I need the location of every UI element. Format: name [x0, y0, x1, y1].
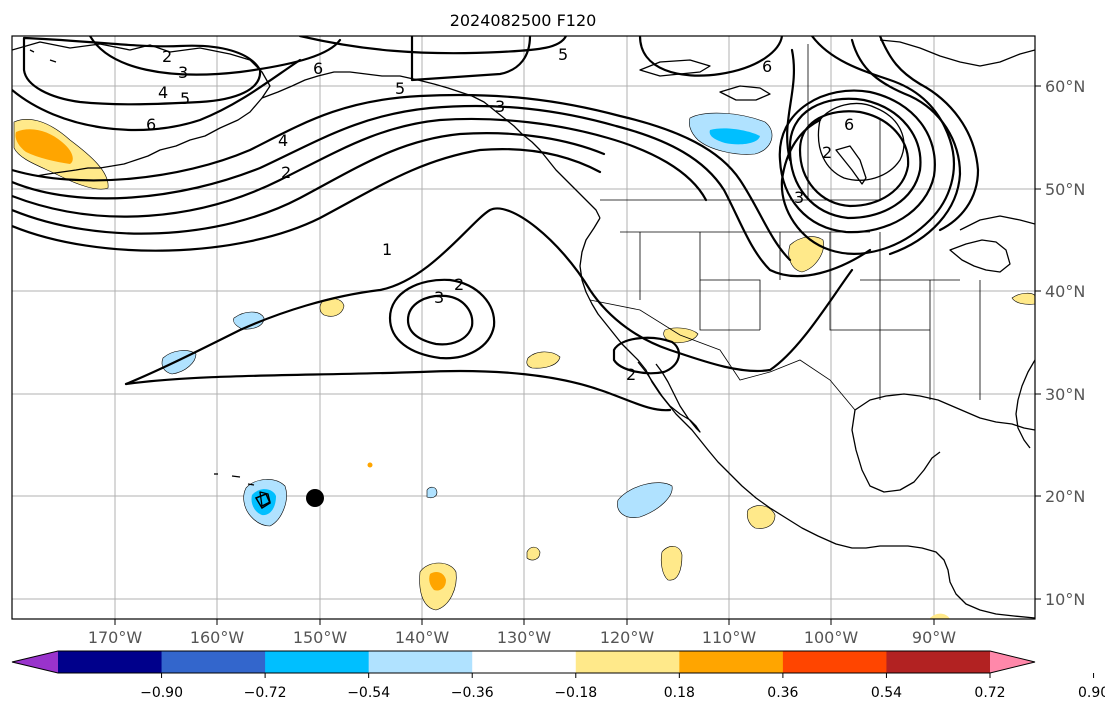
colorbar-tick-label: −0.54: [347, 685, 390, 701]
contour-label: 2: [281, 163, 291, 182]
contour-label: 5: [395, 79, 405, 98]
contour-label: 6: [844, 115, 854, 134]
longitude-axis: 170°W 160°W 150°W 140°W 130°W 120°W 110°…: [88, 619, 956, 647]
map-title: 2024082500 F120: [450, 11, 597, 30]
lon-label: 130°W: [497, 628, 552, 647]
colorbar-tick-label: −0.18: [554, 685, 597, 701]
contour-label: 5: [558, 45, 568, 64]
lon-label: 170°W: [88, 628, 143, 647]
lat-label: 30°N: [1045, 385, 1085, 404]
colorbar: −0.90 −0.72 −0.54 −0.36 −0.18 0.18 0.36 0.54 0.7…: [11, 650, 1105, 701]
coastlines: [12, 39, 1035, 619]
contour-label: 3: [495, 97, 505, 116]
lon-label: 140°W: [395, 628, 450, 647]
lon-label: 150°W: [293, 628, 348, 647]
colorbar-tick-label: 0.54: [871, 685, 902, 701]
contour-label: 2: [454, 275, 464, 294]
storm-marker: [306, 489, 324, 507]
map-area: 2 3 4 5 6 5 3 5 6 6 4 2 6 1 3 2 3 2 2: [12, 36, 1035, 619]
colorbar-tick-label: 0.36: [767, 685, 798, 701]
lon-label: 100°W: [804, 628, 859, 647]
colorbar-swatch: [368, 651, 473, 673]
colorbar-swatch: [679, 651, 784, 673]
colorbar-outline: [11, 650, 1036, 674]
contour-label: 2: [162, 47, 172, 66]
graticule: [12, 36, 1035, 619]
contour-label: 5: [180, 89, 190, 108]
colorbar-swatch: [886, 651, 991, 673]
colorbar-swatch: [58, 651, 163, 673]
colorbar-tick-label: −0.90: [140, 685, 183, 701]
contour-label: 6: [313, 59, 323, 78]
lat-label: 50°N: [1045, 180, 1085, 199]
colorbar-tick-label: 0.72: [974, 685, 1005, 701]
contour-label: 2: [626, 365, 636, 384]
lon-label: 110°W: [702, 628, 757, 647]
colorbar-extend-high: [990, 651, 1035, 673]
lat-label: 40°N: [1045, 282, 1085, 301]
lat-label: 10°N: [1045, 590, 1085, 609]
lon-label: 120°W: [600, 628, 655, 647]
colorbar-extend-low: [12, 651, 58, 673]
latitude-axis: 60°N 50°N 40°N 30°N 20°N 10°N: [1035, 77, 1085, 609]
colorbar-swatch: [265, 651, 370, 673]
anomaly-fills: [13, 112, 1035, 619]
colorbar-swatches: [12, 651, 1035, 673]
colorbar-tick-label: −0.36: [451, 685, 494, 701]
contour-label: 3: [178, 63, 188, 82]
colorbar-tick-label: −0.72: [244, 685, 287, 701]
colorbar-swatch: [782, 651, 887, 673]
lat-label: 20°N: [1045, 487, 1085, 506]
colorbar-swatch: [161, 651, 266, 673]
contour-label: 3: [434, 288, 444, 307]
colorbar-swatch: [472, 651, 577, 673]
contour-labels: 2 3 4 5 6 5 3 5 6 6 4 2 6 1 3 2 3 2 2: [146, 45, 854, 384]
contour-label: 6: [146, 115, 156, 134]
colorbar-ticks: −0.90 −0.72 −0.54 −0.36 −0.18 0.18 0.36 0.54 0.7…: [140, 673, 1105, 701]
contour-label: 6: [762, 57, 772, 76]
contour-label: 4: [158, 83, 168, 102]
lon-label: 160°W: [190, 628, 245, 647]
contour-2: [22, 36, 262, 106]
contour-label: 4: [278, 131, 288, 150]
lon-label: 90°W: [912, 628, 956, 647]
height-contours: [12, 36, 980, 412]
colorbar-tick-label: 0.90: [1078, 685, 1105, 701]
lat-label: 60°N: [1045, 77, 1085, 96]
contour-label: 1: [382, 240, 392, 259]
colorbar-swatch: [575, 651, 680, 673]
contour-label: 3: [794, 188, 804, 207]
colorbar-tick-label: 0.18: [664, 685, 695, 701]
contour-label: 2: [822, 143, 832, 162]
